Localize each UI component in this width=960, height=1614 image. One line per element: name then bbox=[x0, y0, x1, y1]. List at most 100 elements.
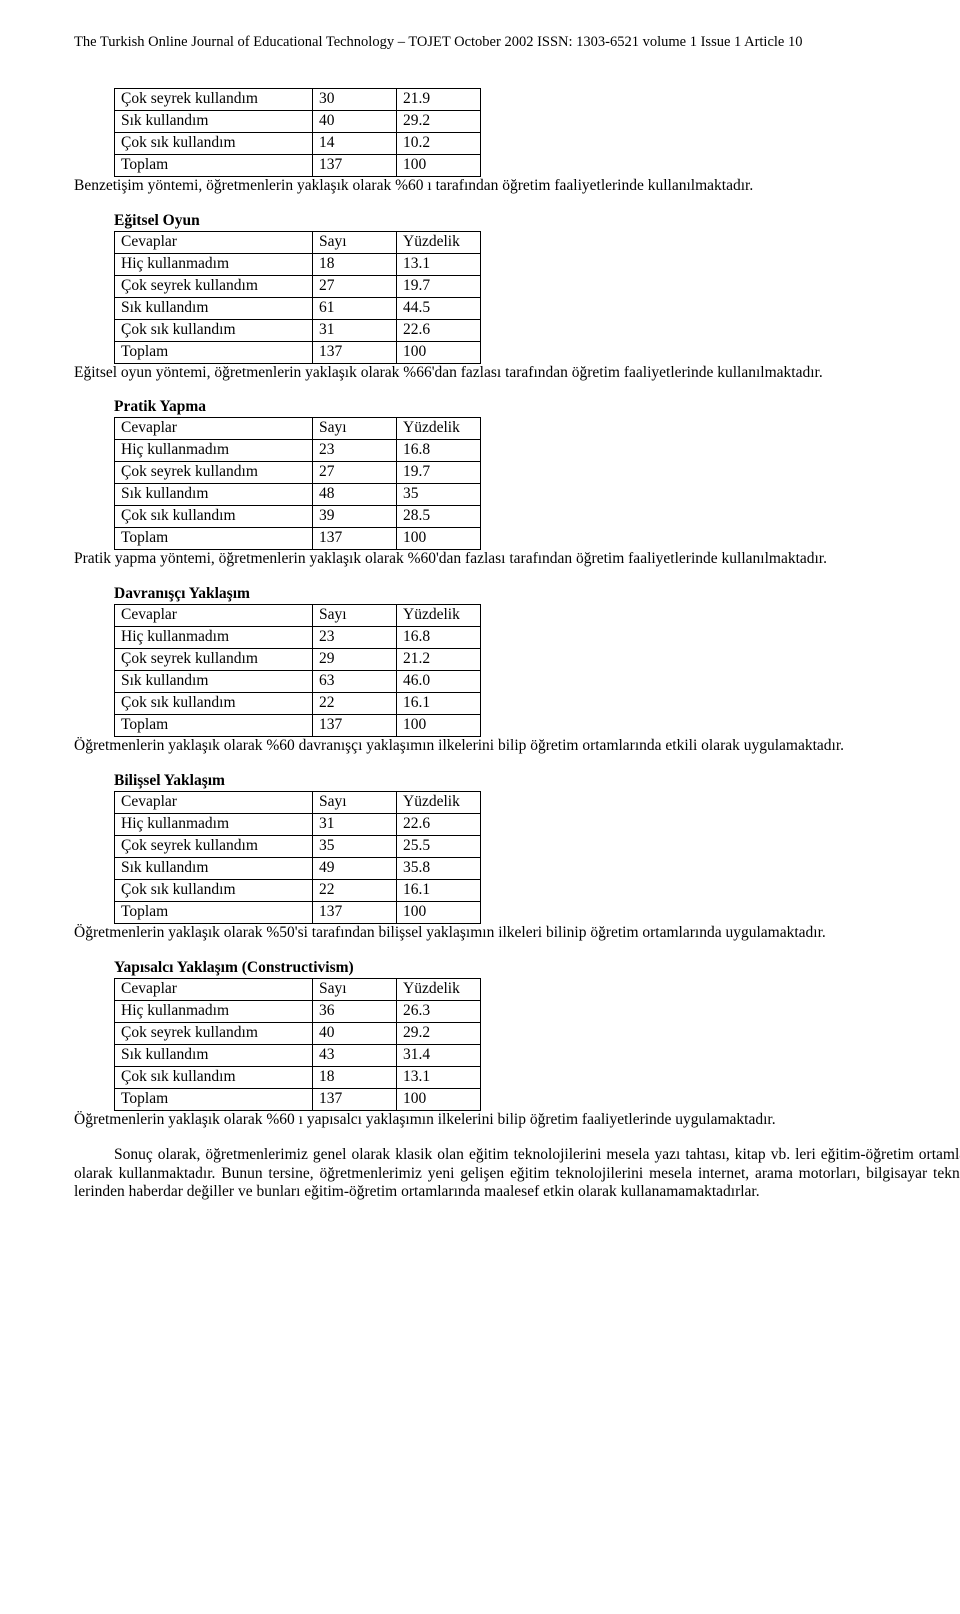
table-row: Çok sık kullandım1813.1 bbox=[115, 1066, 481, 1088]
table-row: Toplam137100 bbox=[115, 715, 481, 737]
cell-pct: 21.2 bbox=[397, 649, 481, 671]
table-davranisci: Cevaplar Sayı Yüzdelik Hiç kullanmadım23… bbox=[114, 604, 481, 737]
cell-pct: 22.6 bbox=[397, 813, 481, 835]
cell-count: 137 bbox=[313, 154, 397, 176]
cell-count: 23 bbox=[313, 627, 397, 649]
table-header-row: Cevaplar Sayı Yüzdelik bbox=[115, 605, 481, 627]
caption-egitsel-oyun: Eğitsel oyun yöntemi, öğretmenlerin yakl… bbox=[74, 364, 960, 383]
caption-davranisci: Öğretmenlerin yaklaşık olarak %60 davran… bbox=[74, 737, 960, 756]
cell-label: Toplam bbox=[115, 154, 313, 176]
cell-label: Hiç kullanmadım bbox=[115, 253, 313, 275]
cell-count: 30 bbox=[313, 88, 397, 110]
table-row: Hiç kullanmadım3122.6 bbox=[115, 813, 481, 835]
col-header: Cevaplar bbox=[115, 418, 313, 440]
cell-label: Sık kullandım bbox=[115, 1044, 313, 1066]
cell-count: 137 bbox=[313, 1088, 397, 1110]
cell-pct: 21.9 bbox=[397, 88, 481, 110]
table-egitsel-oyun: Cevaplar Sayı Yüzdelik Hiç kullanmadım18… bbox=[114, 231, 481, 364]
col-header: Cevaplar bbox=[115, 605, 313, 627]
cell-pct: 19.7 bbox=[397, 275, 481, 297]
cell-count: 29 bbox=[313, 649, 397, 671]
caption-continuation: Benzetişim yöntemi, öğretmenlerin yaklaş… bbox=[74, 177, 960, 196]
table-row: Sık kullandım6346.0 bbox=[115, 671, 481, 693]
cell-count: 137 bbox=[313, 715, 397, 737]
cell-label: Çok seyrek kullandım bbox=[115, 835, 313, 857]
table-row: Çok seyrek kullandım2719.7 bbox=[115, 275, 481, 297]
cell-pct: 46.0 bbox=[397, 671, 481, 693]
cell-count: 40 bbox=[313, 110, 397, 132]
cell-count: 137 bbox=[313, 901, 397, 923]
table-row: Toplam 137 100 bbox=[115, 154, 481, 176]
cell-label: Hiç kullanmadım bbox=[115, 440, 313, 462]
cell-pct: 13.1 bbox=[397, 1066, 481, 1088]
table-header-row: Cevaplar Sayı Yüzdelik bbox=[115, 791, 481, 813]
table-row: Sık kullandım6144.5 bbox=[115, 297, 481, 319]
cell-label: Sık kullandım bbox=[115, 297, 313, 319]
journal-header: The Turkish Online Journal of Educationa… bbox=[74, 34, 960, 52]
cell-label: Çok seyrek kullandım bbox=[115, 88, 313, 110]
cell-label: Toplam bbox=[115, 341, 313, 363]
table-row: Toplam137100 bbox=[115, 1088, 481, 1110]
table-row: Çok sık kullandım2216.1 bbox=[115, 693, 481, 715]
col-header: Cevaplar bbox=[115, 978, 313, 1000]
section-title-yapisalci: Yapısalcı Yaklaşım (Constructivism) bbox=[74, 959, 960, 978]
cell-count: 27 bbox=[313, 275, 397, 297]
cell-label: Çok seyrek kullandım bbox=[115, 649, 313, 671]
table-row: Sık kullandım 40 29.2 bbox=[115, 110, 481, 132]
cell-pct: 13.1 bbox=[397, 253, 481, 275]
cell-pct: 100 bbox=[397, 341, 481, 363]
caption-bilissel: Öğretmenlerin yaklaşık olarak %50'si tar… bbox=[74, 924, 960, 943]
cell-count: 18 bbox=[313, 1066, 397, 1088]
table-row: Çok seyrek kullandım 30 21.9 bbox=[115, 88, 481, 110]
cell-pct: 100 bbox=[397, 1088, 481, 1110]
cell-label: Çok seyrek kullandım bbox=[115, 462, 313, 484]
cell-pct: 100 bbox=[397, 154, 481, 176]
table-row: Hiç kullanmadım3626.3 bbox=[115, 1000, 481, 1022]
table-row: Çok seyrek kullandım3525.5 bbox=[115, 835, 481, 857]
cell-label: Toplam bbox=[115, 1088, 313, 1110]
table-row: Toplam137100 bbox=[115, 901, 481, 923]
table-row: Hiç kullanmadım2316.8 bbox=[115, 440, 481, 462]
cell-pct: 29.2 bbox=[397, 1022, 481, 1044]
table-row: Sık kullandım4835 bbox=[115, 484, 481, 506]
table-row: Sık kullandım4935.8 bbox=[115, 857, 481, 879]
cell-label: Toplam bbox=[115, 715, 313, 737]
col-header: Sayı bbox=[313, 418, 397, 440]
section-title-bilissel: Bilişsel Yaklaşım bbox=[74, 772, 960, 791]
section-title-pratik-yapma: Pratik Yapma bbox=[74, 398, 960, 417]
cell-count: 31 bbox=[313, 319, 397, 341]
cell-count: 39 bbox=[313, 506, 397, 528]
caption-yapisalci: Öğretmenlerin yaklaşık olarak %60 ı yapı… bbox=[74, 1111, 960, 1130]
table-row: Çok sık kullandım3928.5 bbox=[115, 506, 481, 528]
caption-pratik-yapma: Pratik yapma yöntemi, öğretmenlerin yakl… bbox=[74, 550, 960, 569]
cell-count: 22 bbox=[313, 693, 397, 715]
cell-count: 23 bbox=[313, 440, 397, 462]
cell-label: Sık kullandım bbox=[115, 857, 313, 879]
section-title-egitsel-oyun: Eğitsel Oyun bbox=[74, 212, 960, 231]
col-header: Yüzdelik bbox=[397, 418, 481, 440]
table-header-row: Cevaplar Sayı Yüzdelik bbox=[115, 978, 481, 1000]
col-header: Sayı bbox=[313, 605, 397, 627]
cell-count: 40 bbox=[313, 1022, 397, 1044]
cell-pct: 16.1 bbox=[397, 693, 481, 715]
cell-pct: 16.1 bbox=[397, 879, 481, 901]
cell-label: Çok sık kullandım bbox=[115, 693, 313, 715]
col-header: Cevaplar bbox=[115, 791, 313, 813]
col-header: Yüzdelik bbox=[397, 231, 481, 253]
cell-count: 49 bbox=[313, 857, 397, 879]
cell-label: Hiç kullanmadım bbox=[115, 813, 313, 835]
cell-label: Sık kullandım bbox=[115, 484, 313, 506]
cell-label: Hiç kullanmadım bbox=[115, 1000, 313, 1022]
col-header: Sayı bbox=[313, 231, 397, 253]
table-pratik-yapma: Cevaplar Sayı Yüzdelik Hiç kullanmadım23… bbox=[114, 417, 481, 550]
table-row: Çok seyrek kullandım2719.7 bbox=[115, 462, 481, 484]
col-header: Sayı bbox=[313, 978, 397, 1000]
cell-pct: 35.8 bbox=[397, 857, 481, 879]
table-row: Toplam137100 bbox=[115, 341, 481, 363]
cell-count: 35 bbox=[313, 835, 397, 857]
cell-label: Hiç kullanmadım bbox=[115, 627, 313, 649]
cell-count: 18 bbox=[313, 253, 397, 275]
col-header: Sayı bbox=[313, 791, 397, 813]
table-row: Çok sık kullandım3122.6 bbox=[115, 319, 481, 341]
cell-label: Toplam bbox=[115, 901, 313, 923]
